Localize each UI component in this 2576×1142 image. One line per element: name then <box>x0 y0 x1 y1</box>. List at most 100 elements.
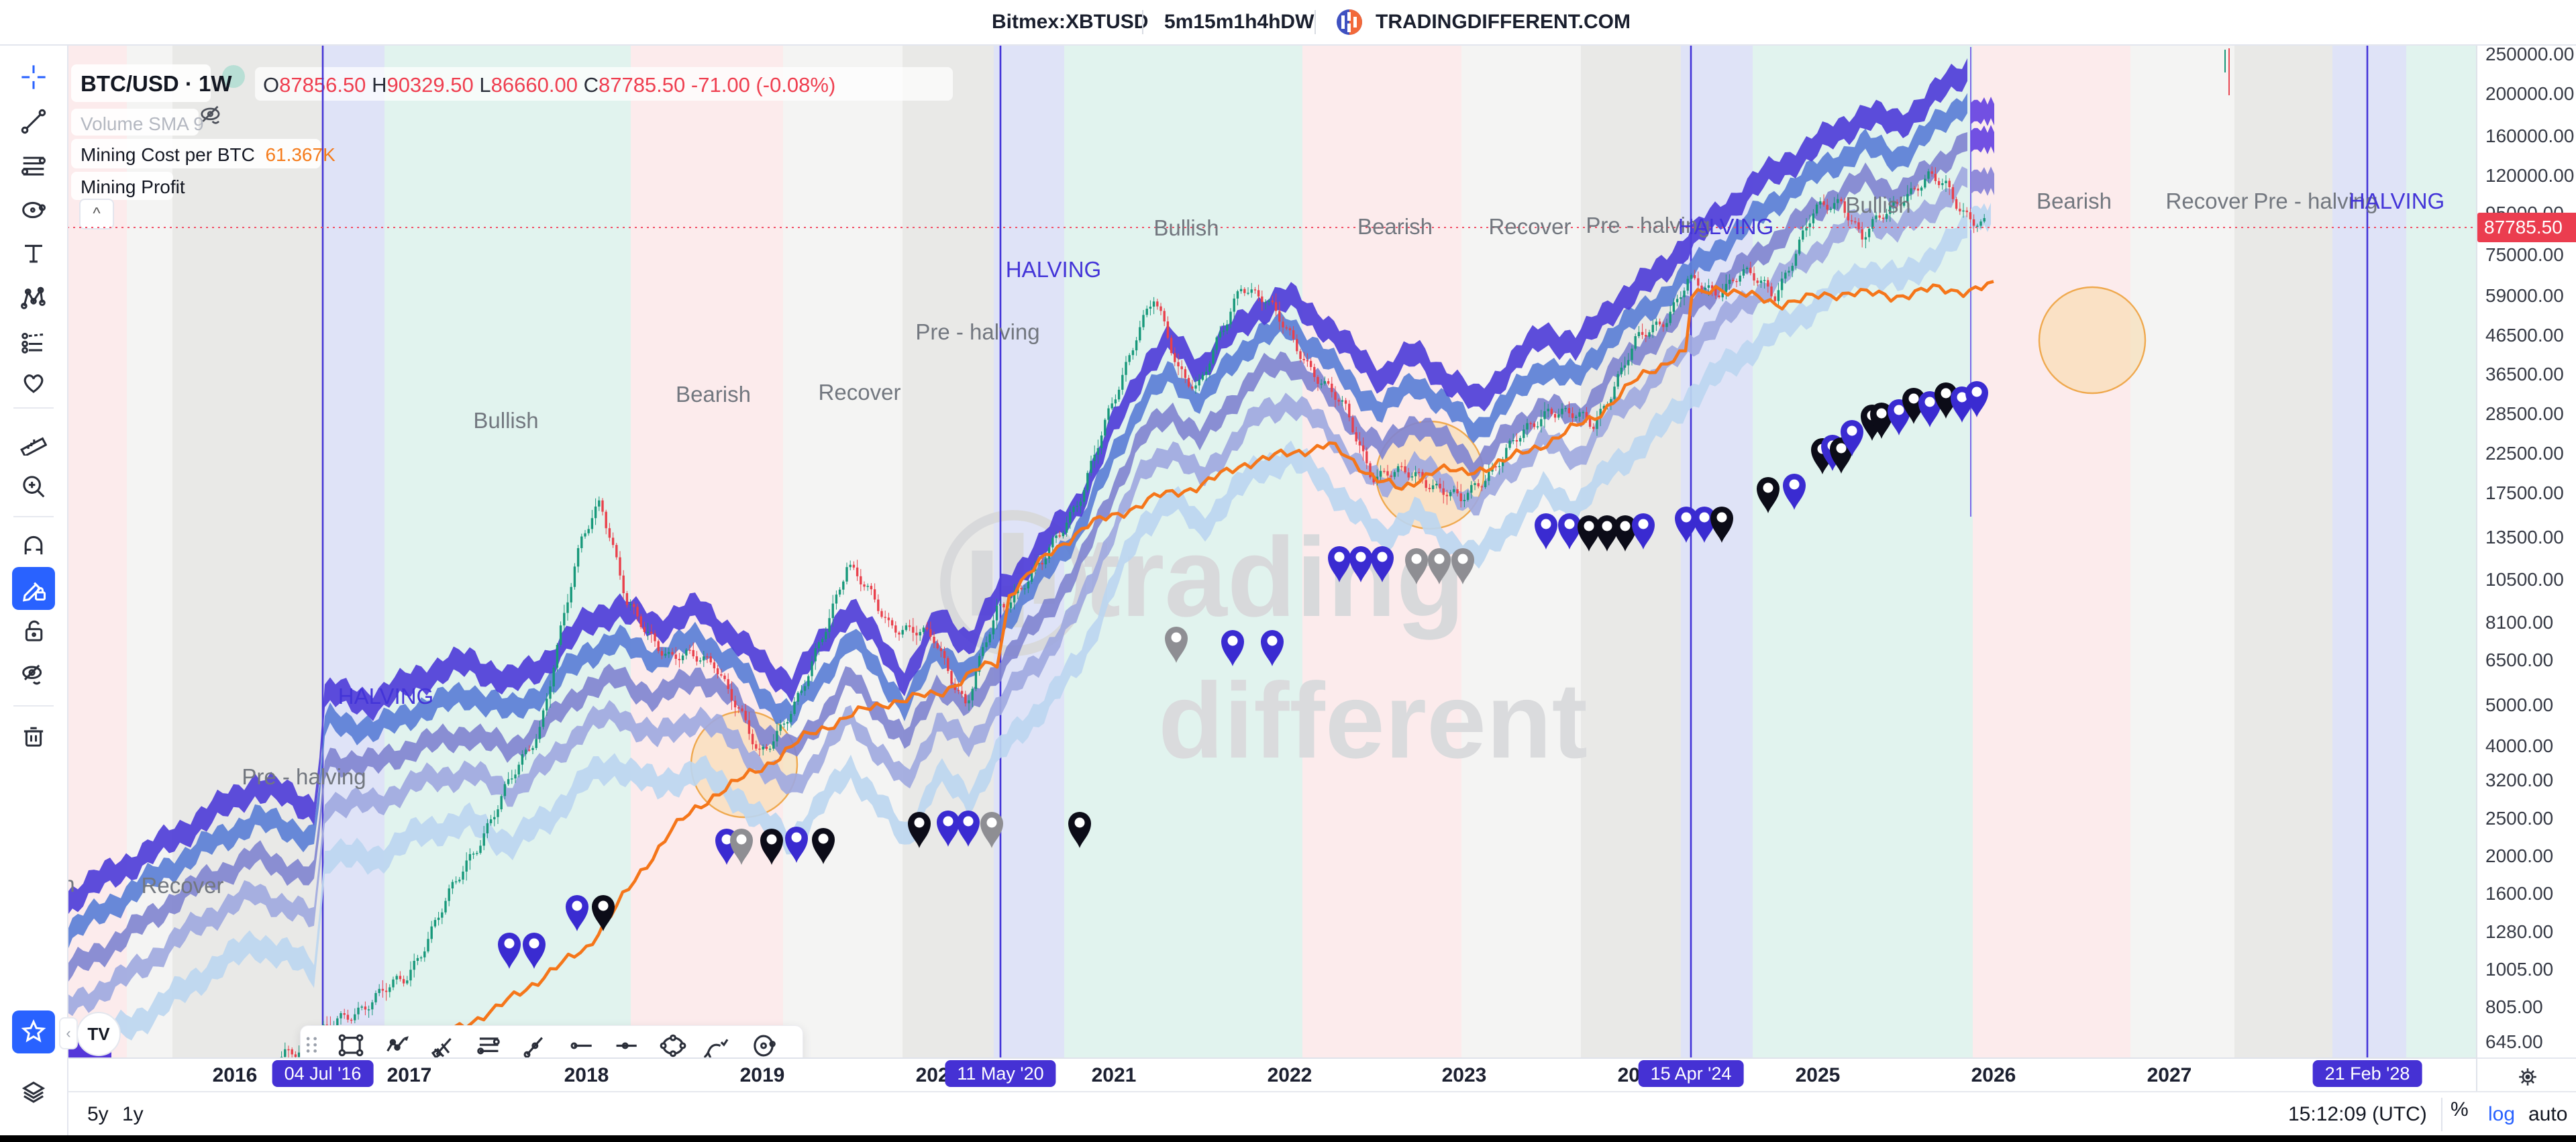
event-pin-black[interactable] <box>1870 403 1893 439</box>
elliott-wave-tool-icon[interactable] <box>383 1032 411 1058</box>
fib-retracement-tool-icon[interactable] <box>12 144 55 187</box>
percent-scale-button[interactable]: % <box>2451 1098 2469 1121</box>
candle-body <box>1972 219 1975 226</box>
event-pin-blue[interactable] <box>1841 420 1863 456</box>
volume-indicator-row[interactable]: Volume SMA 9 <box>81 113 204 134</box>
event-pin-black[interactable] <box>1596 515 1618 552</box>
event-pin-gray[interactable] <box>1405 548 1428 584</box>
event-pin-black[interactable] <box>1935 382 1957 419</box>
magnet-tool-icon[interactable] <box>12 523 55 566</box>
event-pin-black[interactable] <box>760 829 783 865</box>
chart-plot-area[interactable]: trading different BullishRecoverPre - ha… <box>67 44 2476 1057</box>
drag-handle[interactable] <box>299 1032 327 1058</box>
time-axis[interactable]: 2016201720182019202020212022202320242025… <box>67 1057 2476 1092</box>
event-pin-blue[interactable] <box>1261 630 1284 666</box>
eye-off-icon[interactable] <box>199 103 224 132</box>
symbol-label[interactable]: Bitmex:XBTUSD <box>992 11 1149 33</box>
delete-drawings-icon[interactable] <box>12 715 55 758</box>
clock-label[interactable]: 15:12:09 (UTC) <box>2288 1103 2427 1125</box>
text-tool-icon[interactable] <box>12 231 55 274</box>
price-tick: 5000.00 <box>2485 694 2554 715</box>
timeframe-buttons[interactable]: 5m15m1h4hDW <box>1164 11 1315 33</box>
event-pin-blue[interactable] <box>937 811 960 847</box>
event-pin-blue[interactable] <box>1371 546 1394 582</box>
phase-label: Recover <box>818 380 901 405</box>
event-pin-blue[interactable] <box>1221 630 1244 666</box>
ruler-tool-icon[interactable] <box>12 421 55 464</box>
crosshair-tool-icon[interactable] <box>12 56 55 99</box>
event-pin-gray[interactable] <box>1165 627 1188 663</box>
range-5y-button[interactable]: 5y <box>87 1103 109 1125</box>
candle-body <box>929 629 932 637</box>
price-axis[interactable]: 250000.00200000.00160000.00120000.009500… <box>2476 44 2576 1142</box>
event-pin-blue[interactable] <box>1328 546 1351 582</box>
horizontal-ray-tool-icon[interactable] <box>612 1032 640 1058</box>
favorites-star-button[interactable] <box>12 1010 55 1053</box>
event-pin-blue[interactable] <box>1349 546 1372 582</box>
horizontal-line-tool-icon[interactable] <box>567 1032 595 1058</box>
emoji-tool-icon[interactable] <box>12 362 55 405</box>
rectangle-tool-icon[interactable] <box>337 1032 365 1058</box>
event-pin-blue[interactable] <box>1965 381 1988 417</box>
favorites-drawing-toolbar[interactable] <box>300 1025 803 1057</box>
event-pin-gray[interactable] <box>1428 548 1451 584</box>
pitchfork-tool-icon[interactable] <box>429 1032 458 1057</box>
event-pin-blue[interactable] <box>498 933 521 969</box>
event-pin-blue[interactable] <box>1675 507 1698 543</box>
axis-settings-gear-icon[interactable] <box>2516 1066 2539 1092</box>
legend-collapse-button[interactable]: ^ <box>79 199 114 229</box>
mining-cost-row[interactable]: Mining Cost per BTC 61.367K <box>81 144 336 165</box>
candle-body <box>720 674 723 676</box>
event-pin-gray[interactable] <box>980 812 1003 848</box>
phase-region-bearish <box>1973 44 2130 1057</box>
xabcd-pattern-tool-icon[interactable] <box>12 276 55 319</box>
phase-label: Recover <box>141 873 224 898</box>
event-pin-blue[interactable] <box>1918 391 1941 427</box>
event-pin-gray[interactable] <box>730 829 753 865</box>
event-pin-black[interactable] <box>1710 507 1733 543</box>
tradingview-logo[interactable]: TV <box>76 1012 121 1056</box>
event-pin-black[interactable] <box>1578 515 1600 552</box>
range-1y-button[interactable]: 1y <box>122 1103 144 1125</box>
event-pin-blue[interactable] <box>957 811 980 847</box>
event-pin-blue[interactable] <box>1558 513 1581 550</box>
zoom-in-tool-icon[interactable] <box>12 465 55 508</box>
candle-body <box>1596 417 1598 429</box>
toolbar-collapse-tab[interactable]: ‹ <box>59 1017 78 1049</box>
forecast-tool-icon[interactable] <box>12 320 55 363</box>
event-pin-blue[interactable] <box>1693 507 1716 543</box>
symbol-title[interactable]: BTC/USD · 1W <box>81 71 232 96</box>
event-pin-blue[interactable] <box>1535 513 1557 550</box>
event-pin-blue[interactable] <box>523 933 546 969</box>
candle-body <box>751 733 754 745</box>
angle-line-tool-icon[interactable] <box>520 1032 548 1057</box>
candle-body <box>1693 275 1696 278</box>
auto-scale-button[interactable]: auto <box>2528 1103 2568 1125</box>
log-scale-button[interactable]: log <box>2488 1103 2516 1125</box>
circle-marker-tool-icon[interactable] <box>750 1032 778 1058</box>
fib-lines-tool-icon[interactable] <box>474 1032 503 1058</box>
hide-drawings-icon[interactable] <box>12 654 55 697</box>
event-pin-blue[interactable] <box>1632 513 1655 550</box>
event-pin-black[interactable] <box>1902 388 1925 424</box>
ellipse-tool-icon[interactable] <box>12 189 55 231</box>
event-pin-black[interactable] <box>908 812 931 848</box>
candle-body <box>1142 315 1145 327</box>
event-pin-black[interactable] <box>1614 515 1637 552</box>
lock-all-drawings-icon[interactable] <box>12 609 55 652</box>
drawing-lock-button[interactable] <box>12 567 55 610</box>
object-tree-icon[interactable] <box>12 1072 55 1114</box>
trend-line-tool-icon[interactable] <box>12 100 55 143</box>
event-pin-blue[interactable] <box>1783 474 1806 510</box>
event-pin-blue[interactable] <box>566 895 588 931</box>
event-pin-black[interactable] <box>1068 812 1091 848</box>
event-pin-blue[interactable] <box>785 827 808 863</box>
event-pin-black[interactable] <box>1757 477 1780 513</box>
arc-tool-icon[interactable] <box>702 1032 730 1057</box>
mining-profit-row[interactable]: Mining Profit <box>81 176 185 197</box>
event-pin-black[interactable] <box>812 828 835 864</box>
ellipse-anchors-tool-icon[interactable] <box>659 1032 687 1058</box>
event-pin-black[interactable] <box>592 895 615 931</box>
candle-body <box>451 882 454 889</box>
event-pin-gray[interactable] <box>1451 548 1474 584</box>
